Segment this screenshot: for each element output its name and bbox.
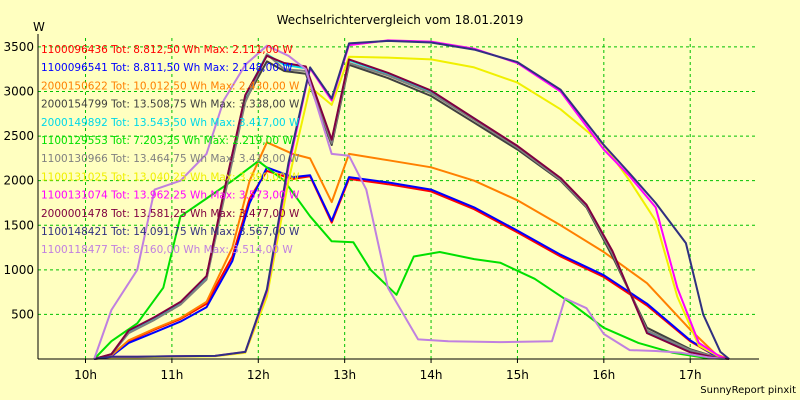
y-tick-labels: 500 1000 1500 2000 2500 3000 3500 [3, 40, 34, 321]
x-tick-label: 10h [74, 368, 97, 382]
y-tick-label: 1000 [3, 263, 34, 277]
legend-entry-2000154799: 2000154799 Tot: 13.508,75 Wh Max: 3.338,… [41, 99, 300, 111]
y-tick-label: 3000 [3, 85, 34, 99]
legend-entry-2000149892: 2000149892 Tot: 13.543,50 Wh Max: 3.417,… [41, 117, 300, 129]
series-line-1100096541 [94, 166, 730, 360]
x-tick-label: 12h [247, 368, 270, 382]
legend-entry-1100131074: 1100131074 Tot: 13.962,25 Wh Max: 3.573,… [41, 190, 300, 202]
legend-entry-1100129553: 1100129553 Tot: 7.203,25 Wh Max: 2.219,0… [41, 135, 293, 147]
x-tick-label: 11h [160, 368, 183, 382]
x-tick-labels: 10h 11h 12h 13h 14h 15h 16h 17h [74, 368, 702, 382]
x-tick-label: 14h [420, 368, 443, 382]
series-lines [93, 39, 730, 360]
legend: 1100096436 Tot: 8.812,50 Wh Max: 2.111,0… [41, 44, 300, 256]
legend-entry-1100148421: 1100148421 Tot: 14.091,75 Wh Max: 3.567,… [41, 226, 300, 238]
legend-entry-1100118477: 1100118477 Tot: 8.160,00 Wh Max: 3.514,0… [41, 244, 293, 256]
series-line-2000001478 [93, 54, 730, 360]
x-tick-label: 15h [506, 368, 529, 382]
series-line-1100148421 [94, 39, 730, 360]
series-line-1100129553 [93, 160, 725, 360]
legend-entry-1100096541: 1100096541 Tot: 8.811,50 Wh Max: 2.148,0… [41, 62, 293, 74]
legend-entry-2000001478: 2000001478 Tot: 13.581,25 Wh Max: 3.477,… [41, 208, 300, 220]
y-tick-label: 1500 [3, 218, 34, 232]
axes [37, 34, 759, 363]
y-tick-label: 500 [11, 307, 34, 321]
x-tick-label: 13h [333, 368, 356, 382]
y-tick-label: 2500 [3, 129, 34, 143]
footer-credit: SunnyReport pinxit [700, 385, 796, 396]
y-tick-label: 3500 [3, 40, 34, 54]
legend-entry-1100130966: 1100130966 Tot: 13.464,75 Wh Max: 3.418,… [41, 153, 300, 165]
legend-entry-1100131025: 1100131025 Tot: 13.040,25 Wh Max: 3.390,… [41, 171, 300, 183]
legend-entry-1100096436: 1100096436 Tot: 8.812,50 Wh Max: 2.111,0… [41, 44, 293, 56]
y-axis-label: W [33, 20, 45, 34]
x-tick-label: 16h [592, 368, 615, 382]
x-tick-label: 17h [679, 368, 702, 382]
chart-title: Wechselrichtervergleich vom 18.01.2019 [277, 13, 524, 27]
series-line-1100118477 [93, 44, 725, 360]
legend-entry-2000150622: 2000150622 Tot: 10.012,50 Wh Max: 2.430,… [41, 80, 300, 92]
y-tick-label: 2000 [3, 174, 34, 188]
